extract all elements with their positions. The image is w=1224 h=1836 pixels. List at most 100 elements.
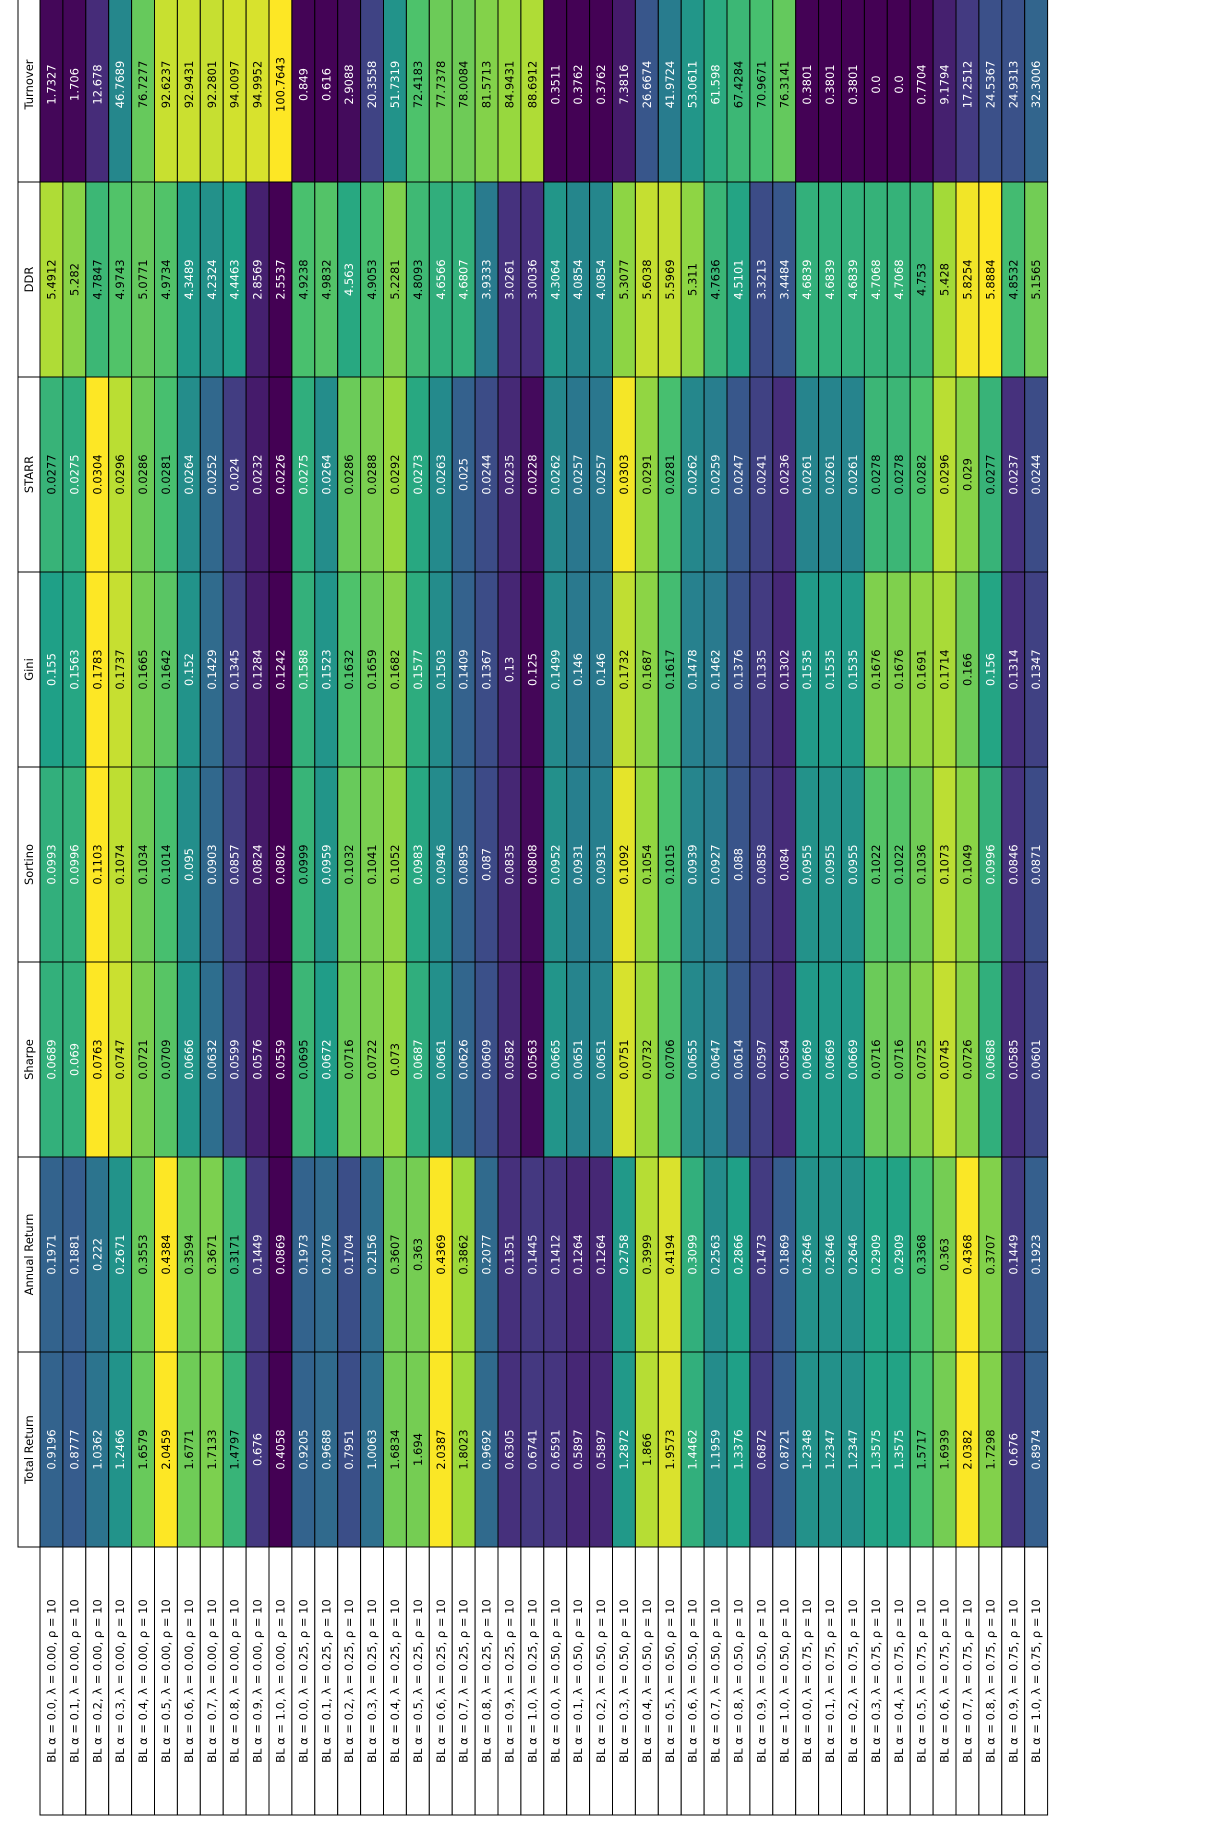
cell-value: 0.0236 <box>777 454 791 494</box>
cell-value: 0.0304 <box>90 454 104 494</box>
cell-value: 0.0303 <box>617 454 631 494</box>
cell-value: 5.6038 <box>640 259 654 299</box>
cell-value: 0.1881 <box>67 1234 81 1274</box>
cell-value: 76.3141 <box>777 61 791 109</box>
cell-value: 0.0282 <box>915 454 929 494</box>
cell-value: 0.0582 <box>502 1039 516 1079</box>
cell-value: 0.0626 <box>457 1039 471 1079</box>
cell-value: 0.5897 <box>571 1429 585 1469</box>
cell-value: 0.069 <box>67 1043 81 1076</box>
cell-value: 1.7327 <box>44 64 58 104</box>
cell-value: 0.0983 <box>411 844 425 884</box>
cell-value: 0.0576 <box>251 1039 265 1079</box>
row-label: BL α = 0.4, λ = 0.75, ρ = 10 <box>892 1599 906 1763</box>
cell-value: 0.7704 <box>915 64 929 104</box>
cell-value: 0.029 <box>960 458 974 491</box>
cell-value: 0.152 <box>182 653 196 686</box>
cell-value: 0.0288 <box>365 454 379 494</box>
cell-value: 1.3575 <box>869 1429 883 1469</box>
cell-value: 0.0695 <box>296 1039 310 1079</box>
cell-value: 0.1412 <box>548 1234 562 1274</box>
cell-value: 0.0716 <box>342 1039 356 1079</box>
cell-value: 0.0262 <box>548 454 562 494</box>
cell-value: 0.0237 <box>1006 454 1020 494</box>
cell-value: 0.7951 <box>342 1429 356 1469</box>
cell-value: 70.9671 <box>754 61 768 109</box>
cell-value: 0.0927 <box>709 844 723 884</box>
cell-value: 0.1676 <box>892 649 906 689</box>
cell-value: 0.1535 <box>846 649 860 689</box>
cell-value: 4.2324 <box>205 259 219 299</box>
cell-value: 2.8569 <box>251 259 265 299</box>
cell-value: 0.0584 <box>777 1039 791 1079</box>
cell-value: 0.1478 <box>686 649 700 689</box>
cell-value: 0.0999 <box>296 844 310 884</box>
cell-value: 0.1054 <box>640 844 654 884</box>
cell-value: 1.0362 <box>90 1429 104 1469</box>
row-label: BL α = 0.7, λ = 0.75, ρ = 10 <box>960 1599 974 1763</box>
cell-value: 0.1503 <box>434 649 448 689</box>
cell-value: 0.1014 <box>159 844 173 884</box>
rotated-table: Total Return Annual Return Sharpe Sortino Gi… <box>17 0 1049 1816</box>
row-label: BL α = 0.9, λ = 0.25, ρ = 10 <box>502 1599 516 1763</box>
cell-value: 0.1732 <box>617 649 631 689</box>
cell-value: 0.1642 <box>159 649 173 689</box>
cell-value: 0.3368 <box>915 1234 929 1274</box>
column-header: Turnover <box>22 59 36 110</box>
cell-value: 0.0959 <box>319 844 333 884</box>
cell-value: 0.1971 <box>44 1234 58 1274</box>
cell-value: 0.1041 <box>365 844 379 884</box>
cell-value: 32.3006 <box>1029 61 1043 109</box>
cell-value: 0.0747 <box>113 1039 127 1079</box>
cell-value: 0.1783 <box>90 649 104 689</box>
cell-value: 0.1073 <box>938 844 952 884</box>
cell-value: 0.616 <box>319 68 333 101</box>
cell-value: 0.1691 <box>915 649 929 689</box>
cell-value: 0.1665 <box>136 649 150 689</box>
cell-value: 1.6771 <box>182 1429 196 1469</box>
cell-value: 0.9692 <box>480 1429 494 1469</box>
cell-value: 0.3099 <box>686 1234 700 1274</box>
cell-value: 0.0706 <box>663 1039 677 1079</box>
cell-value: 4.753 <box>915 263 929 296</box>
cell-value: 0.676 <box>251 1433 265 1466</box>
cell-value: 61.598 <box>709 64 723 104</box>
cell-value: 0.1032 <box>342 844 356 884</box>
column-header: STARR <box>22 456 36 493</box>
cell-value: 0.0665 <box>548 1039 562 1079</box>
cell-value: 0.125 <box>525 653 539 686</box>
row-label: BL α = 0.8, λ = 0.50, ρ = 10 <box>731 1599 745 1763</box>
cell-value: 0.084 <box>777 848 791 881</box>
row-label: BL α = 0.6, λ = 0.75, ρ = 10 <box>938 1599 952 1763</box>
row-label: BL α = 0.5, λ = 0.00, ρ = 10 <box>159 1599 173 1763</box>
cell-value: 0.1869 <box>777 1234 791 1274</box>
column-header: DDR <box>22 267 36 293</box>
cell-value: 0.0232 <box>251 454 265 494</box>
cell-value: 0.0296 <box>113 454 127 494</box>
cell-value: 0.3607 <box>388 1234 402 1274</box>
cell-value: 4.8532 <box>1006 259 1020 299</box>
cell-value: 0.156 <box>983 653 997 686</box>
cell-value: 0.3862 <box>457 1234 471 1274</box>
cell-value: 0.9196 <box>44 1429 58 1469</box>
cell-value: 1.2347 <box>846 1429 860 1469</box>
column-header: Total Return <box>22 1415 36 1485</box>
cell-value: 0.6305 <box>502 1429 516 1469</box>
cell-value: 0.025 <box>457 458 471 491</box>
cell-value: 0.0689 <box>44 1039 58 1079</box>
cell-value: 0.073 <box>388 1043 402 1076</box>
cell-value: 1.8023 <box>457 1429 471 1469</box>
row-label: BL α = 0.1, λ = 0.25, ρ = 10 <box>319 1599 333 1763</box>
cell-value: 0.0722 <box>365 1039 379 1079</box>
cell-value: 0.4058 <box>273 1429 287 1469</box>
cell-value: 0.146 <box>594 653 608 686</box>
row-label: BL α = 0.8, λ = 0.00, ρ = 10 <box>228 1599 242 1763</box>
cell-value: 72.4183 <box>411 61 425 109</box>
cell-value: 0.0716 <box>892 1039 906 1079</box>
cell-value: 0.0241 <box>754 454 768 494</box>
cell-value: 7.3816 <box>617 64 631 104</box>
row-label: BL α = 0.2, λ = 0.25, ρ = 10 <box>342 1599 356 1763</box>
cell-value: 0.1563 <box>67 649 81 689</box>
cell-value: 4.6839 <box>823 259 837 299</box>
cell-value: 0.3553 <box>136 1234 150 1274</box>
